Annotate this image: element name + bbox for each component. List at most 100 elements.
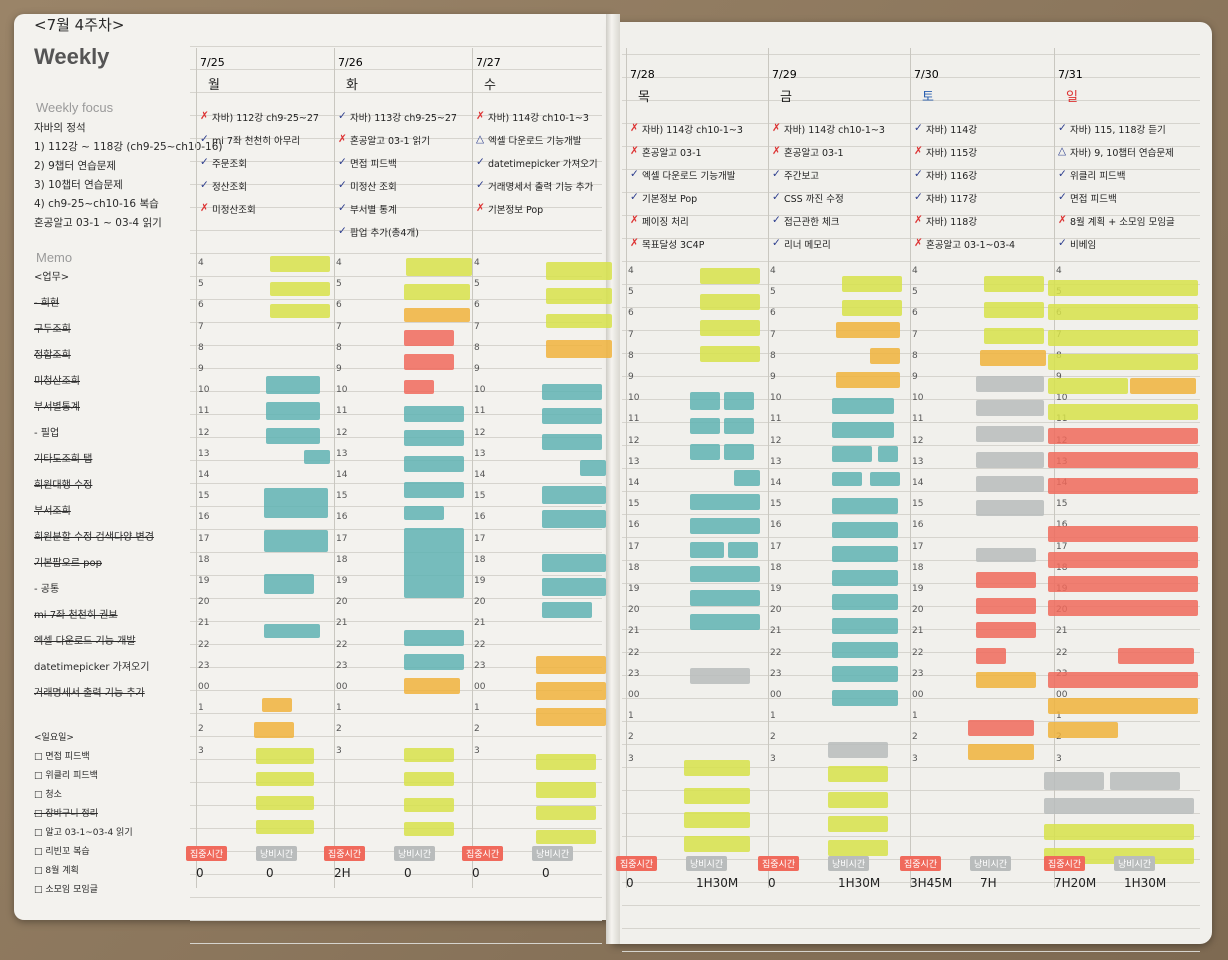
hour-label: 17 [198,533,210,544]
hour-label: 19 [336,576,348,586]
memo-item: □ 청소 [34,790,62,800]
grid-rule [622,583,1200,584]
highlight-block [700,320,760,336]
waste-time-value: 1H30M [696,876,739,890]
highlight-block [264,624,320,638]
task-text: 정산조회 [212,182,247,193]
highlight-block [976,572,1036,588]
memo-item: <업무> [34,272,70,283]
highlight-block [684,812,750,828]
highlight-block [536,806,596,820]
highlight-block [832,546,898,562]
task-text: 엑셀 다운로드 기능개발 [642,171,736,182]
highlight-block [264,574,314,594]
task-check-icon: ✓ [1058,122,1067,134]
highlight-block [270,282,330,296]
hour-label: 16 [474,512,486,523]
memo-item: □ 소모임 모임글 [34,885,98,895]
highlight-block [728,542,758,558]
task-check-icon: ✗ [338,133,347,145]
hour-label: 15 [770,499,782,510]
highlight-block [404,284,470,300]
grid-rule [190,138,602,139]
grid-rule [190,207,602,208]
highlight-block [266,376,320,394]
hour-label: 5 [770,287,776,298]
highlight-block [542,384,602,400]
hour-label: 22 [628,647,640,658]
grid-rule [622,261,1200,262]
hour-label: 22 [198,639,210,650]
hour-label: 22 [912,647,924,658]
highlight-block [536,782,596,798]
grid-rule [190,276,602,277]
waste-time-value: 1H30M [838,876,881,890]
memo-item: □ 위클리 피드백 [34,771,98,781]
highlight-block [1048,672,1198,688]
highlight-block [690,494,760,510]
highlight-block [984,302,1044,318]
highlight-block [842,276,902,292]
highlight-block [256,772,314,786]
task-check-icon: ✓ [772,191,781,203]
hour-label: 15 [336,491,348,502]
hour-label: 9 [336,364,342,374]
task-check-icon: ✓ [476,179,485,191]
hour-label: 7 [198,321,204,332]
hour-label: 2 [770,732,776,743]
highlight-block [546,262,612,280]
hour-label: 19 [912,584,924,594]
task-check-icon: ✓ [772,237,781,249]
task-check-icon: ✗ [772,145,781,157]
grid-rule [190,460,602,461]
highlight-block [406,258,472,276]
hour-label: 12 [912,435,924,446]
memo-item: - 회현 [34,298,60,309]
task-check-icon: ✗ [772,122,781,134]
waste-time-badge: 낭비시간 [828,856,870,871]
waste-time-value: 0 [542,866,550,880]
task-text: 미정산조회 [212,205,256,216]
hour-label: 15 [628,499,640,510]
hour-label: 6 [912,308,918,319]
memo-item: 미청산조회 [34,376,80,387]
task-text: 자바) 113강 ch9-25~27 [350,113,457,124]
task-text: 혼공알고 03-1~03-4 [926,240,1016,251]
highlight-block [1044,824,1194,840]
waste-time-badge: 낭비시간 [970,856,1012,871]
highlight-block [1048,404,1198,420]
day-name: 금 [780,90,792,105]
task-check-icon: ✓ [200,133,209,145]
task-text: 주문조회 [212,159,247,170]
hour-label: 23 [336,660,348,671]
grid-rule [622,767,1200,768]
task-text: 자바) 118강 [926,217,978,228]
task-text: 혼공알고 03-1 [784,148,844,159]
task-text: 페이징 처리 [642,217,689,228]
memo-label: Memo [36,250,73,265]
highlight-block [832,398,894,414]
hour-label: 3 [336,745,342,756]
hour-label: 00 [336,682,348,692]
memo-item: 회원대행 수정 [34,480,93,491]
hour-label: 11 [474,406,486,417]
hour-label: 6 [628,308,634,319]
highlight-block [542,434,602,450]
hour-label: 00 [912,690,924,700]
waste-time-value: 7H [980,876,997,890]
grid-rule [622,928,1200,929]
grid-rule [622,445,1200,446]
task-text: 자바) 116강 [926,171,978,182]
highlight-block [404,380,434,394]
highlight-block [256,748,314,764]
grid-rule [622,514,1200,515]
column-divider [196,48,197,888]
task-text: 부서별 통계 [350,205,397,216]
hour-label: 9 [912,372,918,382]
grid-rule [622,905,1200,906]
hour-label: 1 [770,711,776,722]
task-check-icon: ✗ [914,237,923,249]
grid-rule [190,897,602,898]
highlight-block [542,554,606,572]
hour-label: 15 [474,491,486,502]
